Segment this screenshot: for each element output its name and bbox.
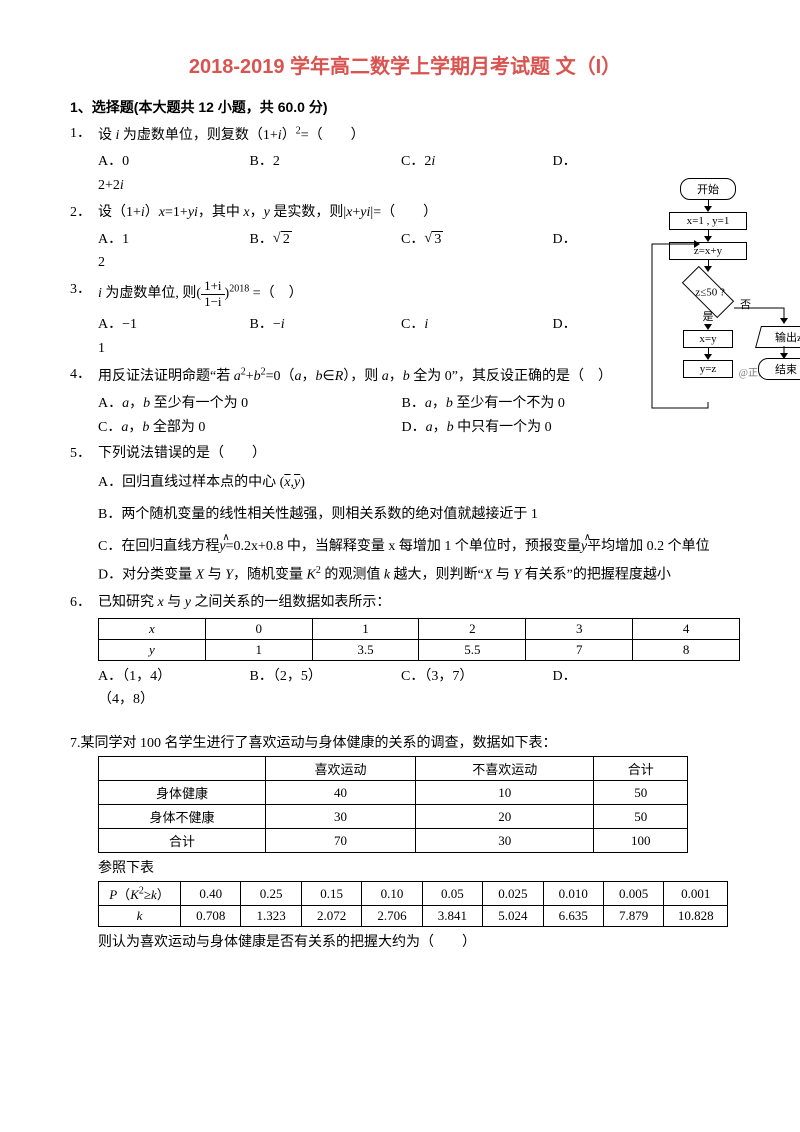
- ref-h: P（K2≥k）: [99, 882, 181, 906]
- q6-opt-b: B．（2，5）: [250, 665, 398, 689]
- flowchart: @正确教育 开始 x=1 , y=1 z=x+y z≤50 ? 是 x=y y=…: [648, 178, 798, 378]
- q6-number: 6．: [70, 592, 91, 614]
- q5-opt-c: C．在回归直线方程∧y=0.2x+0.8 中，当解释变量 x 每增加 1 个单位…: [98, 535, 740, 559]
- q1-opt-a: A．0: [98, 150, 246, 174]
- q4-number: 4．: [70, 364, 91, 386]
- question-6: 6． 已知研究 x 与 y 之间关系的一组数据如表所示：: [70, 592, 740, 614]
- q3-opt-a: A．−1: [98, 313, 246, 337]
- q1-number: 1．: [70, 123, 91, 145]
- q7-tail: 则认为喜欢运动与身体健康是否有关系的把握大约为（ ）: [98, 931, 740, 951]
- q5-opt-b: B．两个随机变量的线性相关性越强，则相关系数的绝对值就越接近于 1: [98, 503, 740, 527]
- q5-opt-a: A．回归直线过样本点的中心 (x,y): [98, 471, 740, 495]
- flow-init: x=1 , y=1: [669, 212, 747, 230]
- q2-options: A．1 B．2 C．3 D．: [70, 228, 740, 252]
- q3-opt-c: C．i: [401, 313, 549, 337]
- q4-opt-c: C．a，b 全部为 0: [98, 416, 398, 440]
- question-4: 4． 用反证法证明命题“若 a2+b2=0（a，b∈R），则 a，b 全为 0”…: [70, 364, 740, 387]
- q3-opt-d: D．: [553, 313, 577, 337]
- flow-output: 输出z: [755, 326, 800, 348]
- q2-opt-b: B．2: [250, 228, 398, 252]
- q6-table: x01234 y13.55.578: [98, 618, 740, 661]
- q7-ref-label: 参照下表: [98, 857, 740, 877]
- q6-d-extra: （4，8）: [70, 688, 740, 712]
- flow-end: 结束: [758, 358, 800, 380]
- q3-d-extra: 1: [70, 337, 740, 361]
- q1-stem: 设 i 为虚数单位，则复数（1+i）2=（ ）: [98, 128, 365, 143]
- q3-stem: i 为虚数单位, 则(1+i1−i)2018 =（ ）: [98, 286, 303, 301]
- exam-title: 2018-2019 学年高二数学上学期月考试题 文（I）: [70, 50, 740, 79]
- q2-number: 2．: [70, 202, 91, 224]
- q1-d-extra: 2+2i: [70, 174, 740, 198]
- q2-opt-d: D．: [553, 228, 577, 252]
- q1-options: A．0 B．2 C．2i D．: [70, 150, 740, 174]
- q6-opt-a: A．（1，4）: [98, 665, 246, 689]
- q6-options: A．（1，4） B．（2，5） C．（3，7） D．: [70, 665, 740, 689]
- q3-opt-b: B．−i: [250, 313, 398, 337]
- q5-number: 5．: [70, 443, 91, 465]
- q2-stem: 设（1+i）x=1+yi，其中 x，y 是实数，则|x+yi|=（ ）: [98, 205, 437, 220]
- q7-ref-table: P（K2≥k） 0.400.250.150.100.050.0250.0100.…: [98, 881, 728, 927]
- q2-d-extra: 2: [70, 251, 740, 275]
- q4-stem: 用反证法证明命题“若 a2+b2=0（a，b∈R），则 a，b 全为 0”，其反…: [98, 369, 612, 384]
- q1-opt-d: D．: [553, 150, 577, 174]
- q7-intro: 7.某同学对 100 名学生进行了喜欢运动与身体健康的关系的调查，数据如下表：: [70, 732, 740, 752]
- exam-page: 2018-2019 学年高二数学上学期月考试题 文（I） 1、选择题(本大题共 …: [0, 0, 800, 991]
- q1-opt-c: C．2i: [401, 150, 549, 174]
- q4-options: A．a，b 至少有一个为 0 B．a，b 至少有一个不为 0 C．a，b 全部为…: [70, 392, 740, 440]
- q3-options: A．−1 B．−i C．i D．: [70, 313, 740, 337]
- q5-opt-d: D．对分类变量 X 与 Y，随机变量 K2 的观测值 k 越大，则判断“X 与 …: [98, 562, 740, 587]
- q3-number: 3．: [70, 279, 91, 301]
- q2-opt-a: A．1: [98, 228, 246, 252]
- q4-opt-d: D．a，b 中只有一个为 0: [402, 416, 702, 440]
- q1-opt-b: B．2: [250, 150, 398, 174]
- q5-options: A．回归直线过样本点的中心 (x,y) B．两个随机变量的线性相关性越强，则相关…: [70, 471, 740, 588]
- q2-opt-c: C．3: [401, 228, 549, 252]
- q4-opt-a: A．a，b 至少有一个为 0: [98, 392, 398, 416]
- q6-stem: 已知研究 x 与 y 之间关系的一组数据如表所示：: [98, 595, 390, 610]
- q6-opt-d: D．: [553, 665, 577, 689]
- question-1: 1． 设 i 为虚数单位，则复数（1+i）2=（ ）: [70, 123, 740, 146]
- q5-stem: 下列说法错误的是（ ）: [98, 446, 266, 461]
- flow-start: 开始: [680, 178, 736, 200]
- q6-opt-c: C．（3，7）: [401, 665, 549, 689]
- section-1-header: 1、选择题(本大题共 12 小题，共 60.0 分): [70, 97, 740, 117]
- q7-table: 喜欢运动不喜欢运动合计 身体健康401050 身体不健康302050 合计703…: [98, 756, 688, 853]
- question-5: 5． 下列说法错误的是（ ）: [70, 443, 740, 465]
- flow-loop-line: [648, 240, 748, 410]
- question-2: 2． 设（1+i）x=1+yi，其中 x，y 是实数，则|x+yi|=（ ）: [70, 202, 740, 224]
- question-3: 3． i 为虚数单位, 则(1+i1−i)2018 =（ ）: [70, 279, 740, 309]
